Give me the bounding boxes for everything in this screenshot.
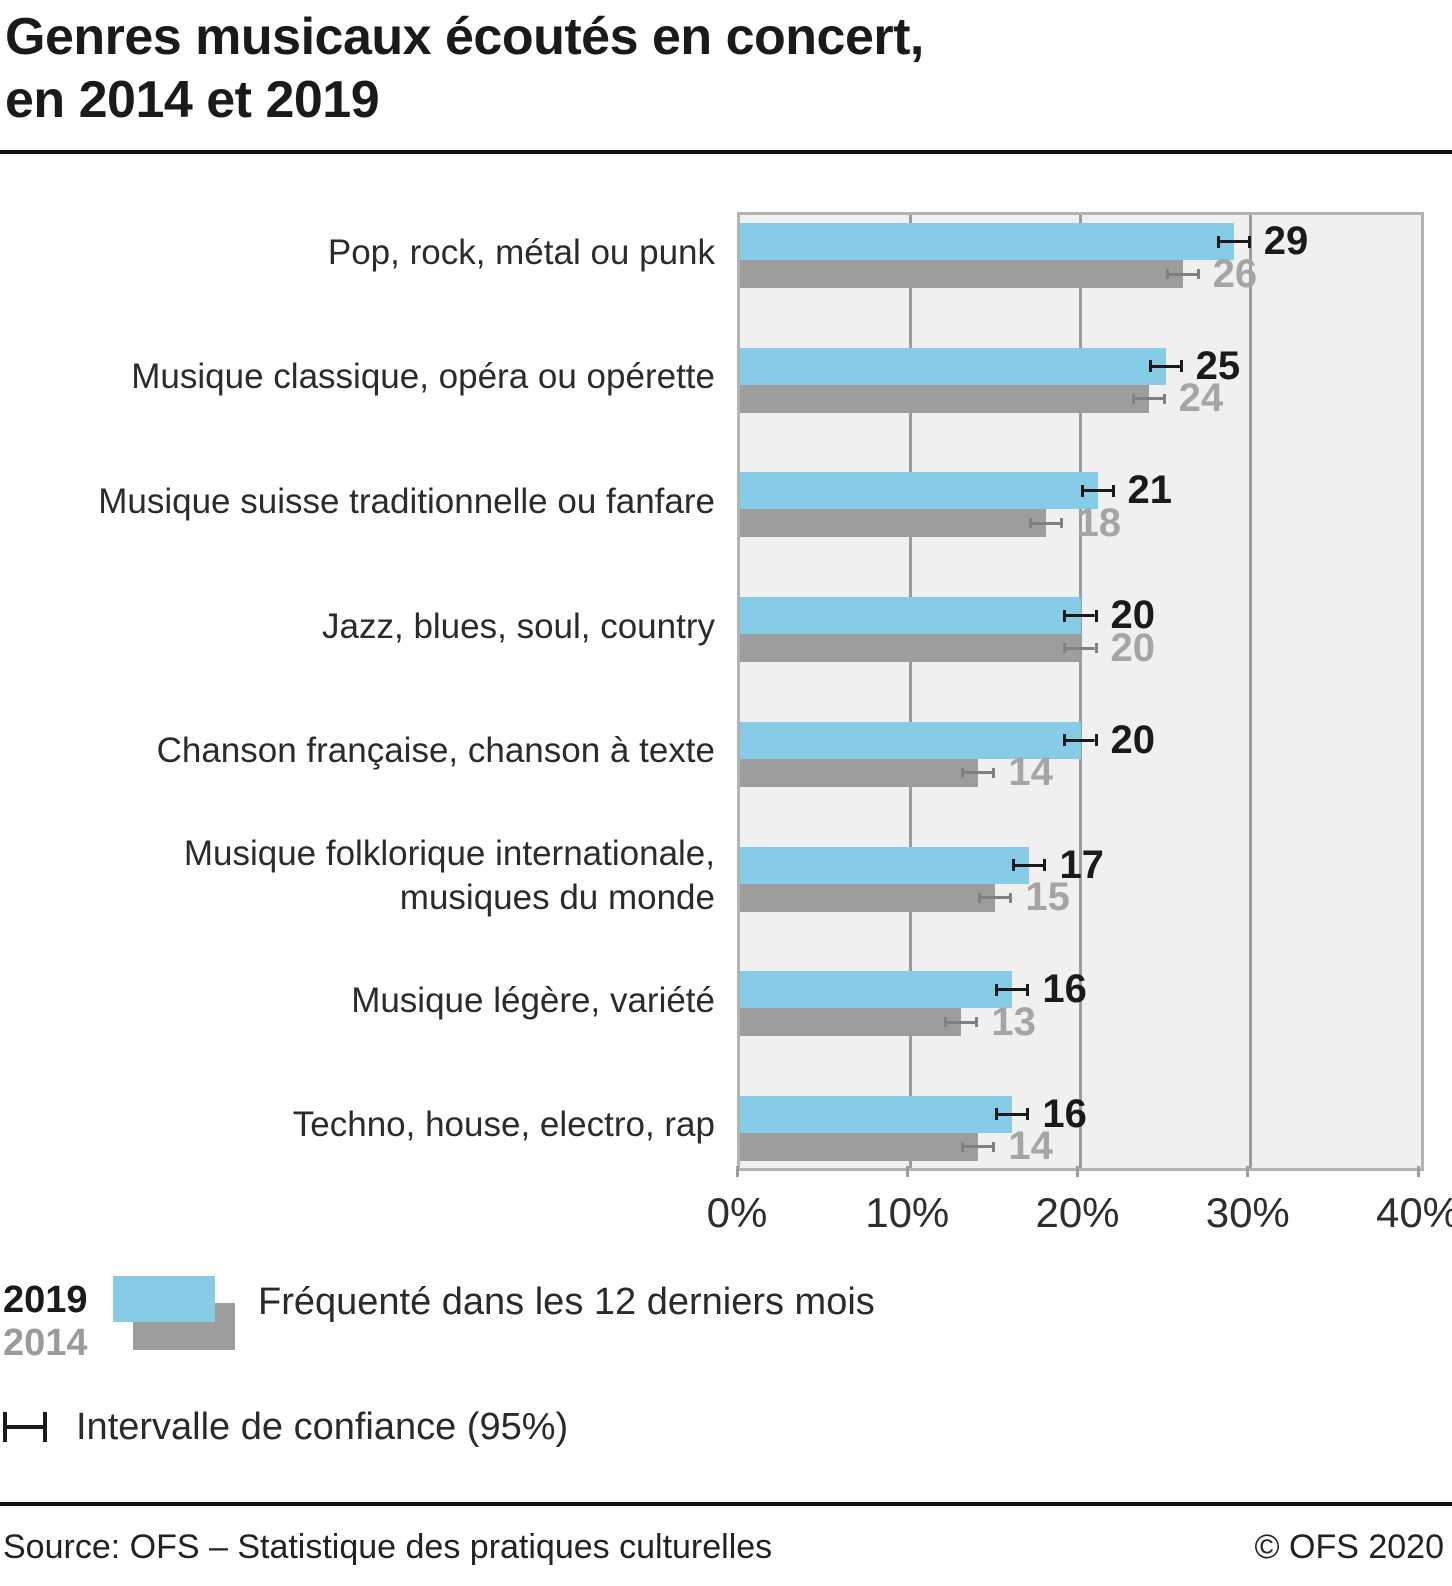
value-label-2019: 25 <box>1195 343 1241 388</box>
bar-2014 <box>740 634 1081 663</box>
x-tick-label: 30% <box>1205 1189 1290 1236</box>
value-label-2019: 21 <box>1127 468 1173 513</box>
confidence-interval-icon <box>3 1412 47 1442</box>
value-label-2014: 26 <box>1212 251 1258 296</box>
legend-swatch-2019 <box>113 1276 215 1322</box>
category-label: Jazz, blues, soul, country <box>322 606 715 646</box>
x-tick-mark <box>735 1166 739 1177</box>
bar-2014 <box>740 509 1047 538</box>
bar-2019 <box>740 472 1098 510</box>
bar-2019 <box>740 721 1081 759</box>
title-divider <box>0 150 1452 154</box>
bar-group: 20 14 <box>740 717 1421 795</box>
grid-line <box>908 215 912 1168</box>
x-tick-label: 40% <box>1375 1189 1452 1236</box>
value-label-2019: 29 <box>1263 219 1309 263</box>
errorbar-2014 <box>1063 643 1098 654</box>
legend-frequency-label: Fréquenté dans les 12 derniers mois <box>258 1281 875 1323</box>
errorbar-2019 <box>1148 360 1183 373</box>
category-label: Chanson française, chanson à texte <box>156 731 715 771</box>
bar-group: 16 14 <box>740 1091 1421 1169</box>
x-tick-mark <box>1246 1166 1250 1177</box>
errorbar-2019 <box>995 983 1030 996</box>
plot-area: 29 26 25 24 21 18 20 20 20 14 17 15 16 13 16 14 <box>737 212 1424 1171</box>
bar-group: 21 18 <box>740 468 1421 545</box>
grid-line <box>1249 215 1253 1168</box>
errorbar-2019 <box>1063 609 1098 622</box>
errorbar-2019 <box>1216 235 1251 248</box>
legend-2014-label: 2014 <box>3 1322 88 1364</box>
copyright-text: © OFS 2020 <box>1254 1528 1444 1566</box>
errorbar-2014 <box>1165 269 1200 279</box>
category-label: Musique légère, variété <box>351 980 715 1020</box>
category-label: Musique classique, opéra ou opérette <box>131 357 715 397</box>
x-tick-label: 0% <box>706 1189 768 1236</box>
bar-group: 17 15 <box>740 842 1421 919</box>
bar-2019 <box>740 597 1081 635</box>
errorbar-2014 <box>1131 393 1166 404</box>
errorbar-2019 <box>1080 484 1115 497</box>
chart-title: Genres musicaux écoutés en concert, en 2… <box>5 6 1445 132</box>
category-label: Pop, rock, métal ou punk <box>327 232 715 272</box>
bar-2019 <box>740 846 1030 884</box>
value-label-2014: 14 <box>1008 1124 1053 1169</box>
errorbar-2014 <box>961 767 996 778</box>
grid-line <box>1079 215 1082 1168</box>
footer-divider <box>0 1502 1452 1506</box>
bar-group: 25 24 <box>740 343 1421 421</box>
bar-2014 <box>740 758 979 787</box>
x-tick-mark <box>1076 1166 1079 1177</box>
value-label-2014: 20 <box>1110 625 1156 670</box>
category-label: Techno, house, electro, rap <box>292 1105 715 1145</box>
x-tick-mark <box>1416 1166 1420 1177</box>
errorbar-2014 <box>978 892 1013 903</box>
value-label-2014: 24 <box>1178 376 1224 421</box>
legend-2019-label: 2019 <box>3 1279 88 1321</box>
category-labels: Pop, rock, métal ou punk Musique classiqu… <box>0 212 715 1165</box>
errorbar-2014 <box>944 1017 979 1028</box>
bar-group: 20 20 <box>740 593 1421 670</box>
category-label: Musique folklorique internationale, musi… <box>183 834 715 917</box>
errorbar-2014 <box>1029 518 1064 529</box>
bar-group: 16 13 <box>740 967 1421 1044</box>
value-label-2019: 17 <box>1059 842 1104 887</box>
ci-legend-label: Intervalle de confiance (95%) <box>76 1406 569 1448</box>
x-tick-label: 20% <box>1035 1189 1120 1236</box>
errorbar-2019 <box>1012 859 1047 871</box>
bar-2014 <box>740 1008 962 1037</box>
bar-2019 <box>740 223 1234 260</box>
value-label-2019: 20 <box>1110 717 1156 762</box>
chart-title-line2: en 2014 et 2019 <box>5 71 380 129</box>
x-axis: 0% 10% 20% 30% 40% <box>707 1165 1452 1255</box>
errorbar-2019 <box>995 1108 1030 1121</box>
x-tick-mark <box>905 1166 909 1177</box>
value-label-2014: 15 <box>1025 875 1070 919</box>
errorbar-2019 <box>1063 734 1098 747</box>
bar-group: 29 26 <box>740 219 1421 296</box>
value-label-2014: 18 <box>1076 500 1121 545</box>
errorbar-2014 <box>961 1141 996 1152</box>
x-tick-label: 10% <box>865 1189 950 1236</box>
bar-2019 <box>740 1095 1013 1133</box>
bar-2019 <box>740 347 1166 385</box>
value-label-2019: 16 <box>1042 1091 1087 1136</box>
chart-title-line1: Genres musicaux écoutés en concert, <box>5 8 924 66</box>
value-label-2019: 16 <box>1042 967 1087 1012</box>
bar-2014 <box>740 384 1149 413</box>
value-label-2019: 20 <box>1110 593 1156 638</box>
bar-2019 <box>740 971 1013 1009</box>
value-label-2014: 14 <box>1008 750 1053 795</box>
source-text: Source: OFS – Statistique des pratiques … <box>3 1528 773 1566</box>
bar-2014 <box>740 260 1183 288</box>
category-label: Musique suisse traditionnelle ou fanfare <box>98 481 715 521</box>
bar-2014 <box>740 1132 979 1161</box>
value-label-2014: 13 <box>991 999 1036 1044</box>
bar-2014 <box>740 883 996 912</box>
